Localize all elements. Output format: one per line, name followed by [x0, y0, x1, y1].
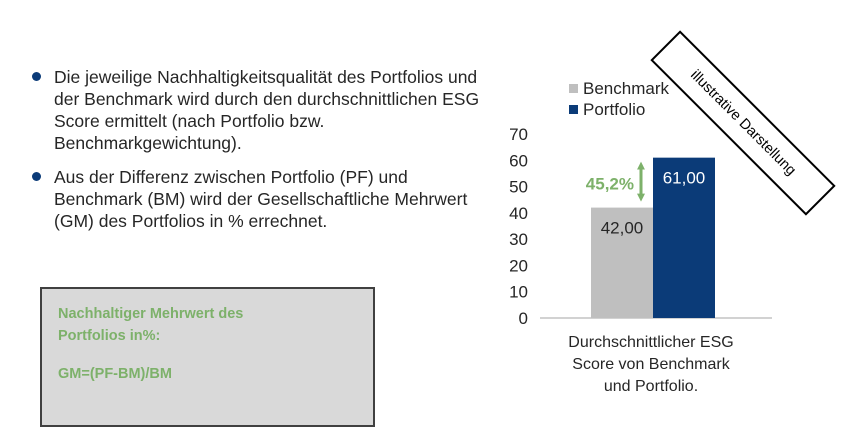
y-tick-label: 20: [509, 256, 528, 275]
y-tick-label: 10: [509, 283, 528, 302]
bar-benchmark: [591, 207, 653, 318]
data-label: 42,00: [601, 219, 644, 238]
y-tick-label: 70: [509, 125, 528, 144]
bullet-item: Die jeweilige Nachhaltigkeitsqualität de…: [30, 66, 490, 154]
bullet-dot-icon: [32, 72, 41, 81]
bullet-text: Die jeweilige Nachhaltigkeitsqualität de…: [54, 67, 480, 153]
formula-text: GM=(PF-BM)/BM: [58, 366, 172, 382]
x-category-label: Durchschnittlicher ESG: [568, 334, 733, 351]
formula-title-line1: Nachhaltiger Mehrwert des: [58, 306, 244, 322]
bullet-list: Die jeweilige Nachhaltigkeitsqualität de…: [30, 66, 490, 244]
bullet-dot-icon: [32, 172, 41, 181]
x-category-label: Score von Benchmark: [572, 356, 730, 373]
bullet-text: Aus der Differenz zwischen Portfolio (PF…: [54, 167, 468, 231]
y-tick-label: 40: [509, 204, 528, 223]
legend-swatch: [569, 105, 578, 114]
formula-box: Nachhaltiger Mehrwert des Portfolios in%…: [40, 287, 375, 427]
y-tick-label: 50: [509, 178, 528, 197]
bar-portfolio: [653, 157, 715, 318]
difference-annotation: 45,2%: [586, 175, 634, 194]
bullet-item: Aus der Differenz zwischen Portfolio (PF…: [30, 166, 490, 232]
legend-label: Portfolio: [583, 100, 645, 119]
data-label: 61,00: [663, 169, 706, 188]
legend-swatch: [569, 84, 578, 93]
y-tick-label: 30: [509, 230, 528, 249]
x-category-label: und Portfolio.: [604, 378, 698, 395]
y-tick-label: 0: [519, 309, 528, 328]
formula-title-line2: Portfolios in%:: [58, 328, 161, 344]
legend-label: Benchmark: [583, 79, 669, 98]
y-tick-label: 60: [509, 151, 528, 170]
